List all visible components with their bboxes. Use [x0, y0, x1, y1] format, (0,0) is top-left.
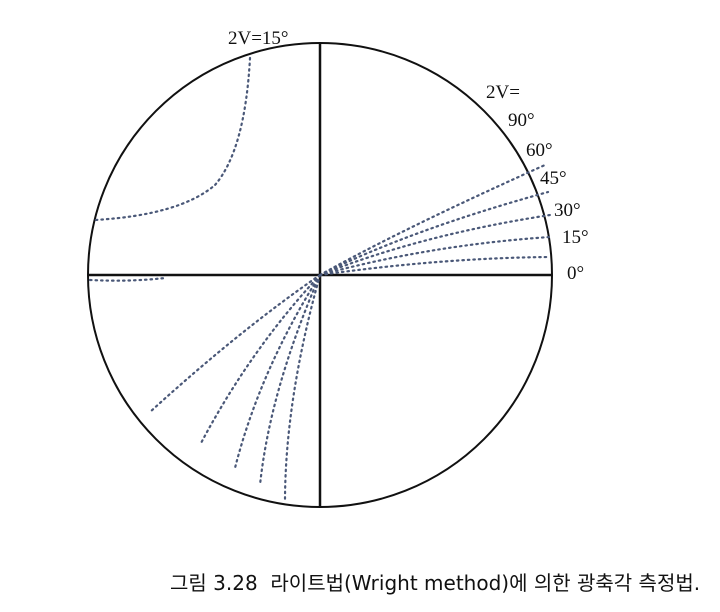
side-label: 0° — [567, 263, 584, 284]
side-label: 2V= — [486, 82, 520, 103]
side-label: 30° — [554, 200, 581, 221]
isogyre-60-low — [198, 273, 322, 447]
isogyre-60 — [318, 190, 550, 277]
isogyre-45 — [318, 213, 552, 277]
isogyre-0-left — [88, 276, 167, 282]
isogyre-30 — [318, 235, 552, 277]
top-label: 2V=15° — [228, 28, 289, 49]
isogyre-30-low — [258, 273, 322, 487]
side-label: 15° — [562, 227, 589, 248]
isogyre-90 — [318, 163, 547, 277]
isogyres-lower-left — [148, 273, 322, 504]
isogyres-right — [88, 163, 552, 282]
side-label: 60° — [526, 140, 553, 161]
isogyre-hyperbola — [93, 56, 252, 222]
isogyre-15 — [318, 255, 552, 277]
side-label: 45° — [540, 168, 567, 189]
isogyre-45-low — [233, 273, 322, 470]
caption: 그림 3.28 라이트법(Wright method)에 의한 광축각 측정법. — [170, 571, 700, 595]
side-label: 90° — [508, 110, 535, 131]
isogyre-90-low — [148, 273, 322, 414]
isogyre-15-low — [283, 273, 322, 504]
